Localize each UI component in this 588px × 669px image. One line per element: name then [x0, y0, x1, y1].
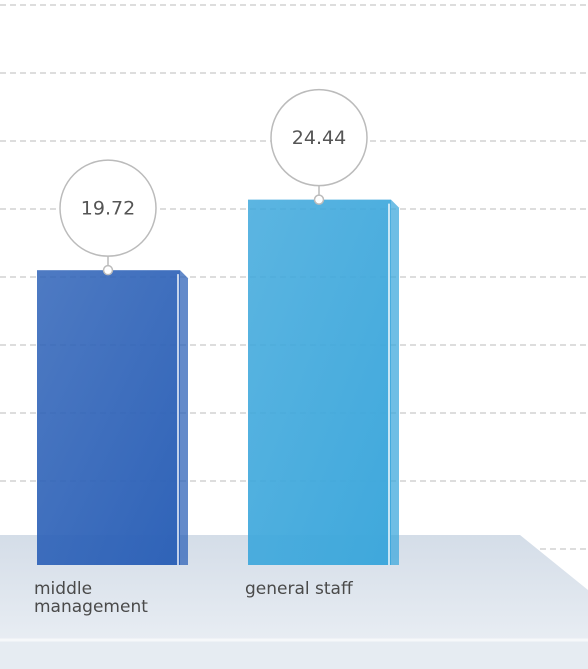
platform-front: [0, 640, 588, 669]
bar: [37, 270, 180, 565]
value-label: 19.72: [81, 198, 135, 220]
callout-dot: [102, 264, 114, 276]
bar-side: [391, 199, 399, 565]
category-label: middle management: [34, 579, 148, 617]
callout-bubble: [59, 159, 157, 257]
category-label: general staff: [245, 579, 353, 599]
bar-side: [180, 270, 188, 565]
callout-dot: [313, 194, 325, 205]
value-label: 24.44: [292, 127, 346, 149]
bar: [248, 199, 391, 565]
callout-bubble: [270, 88, 368, 187]
